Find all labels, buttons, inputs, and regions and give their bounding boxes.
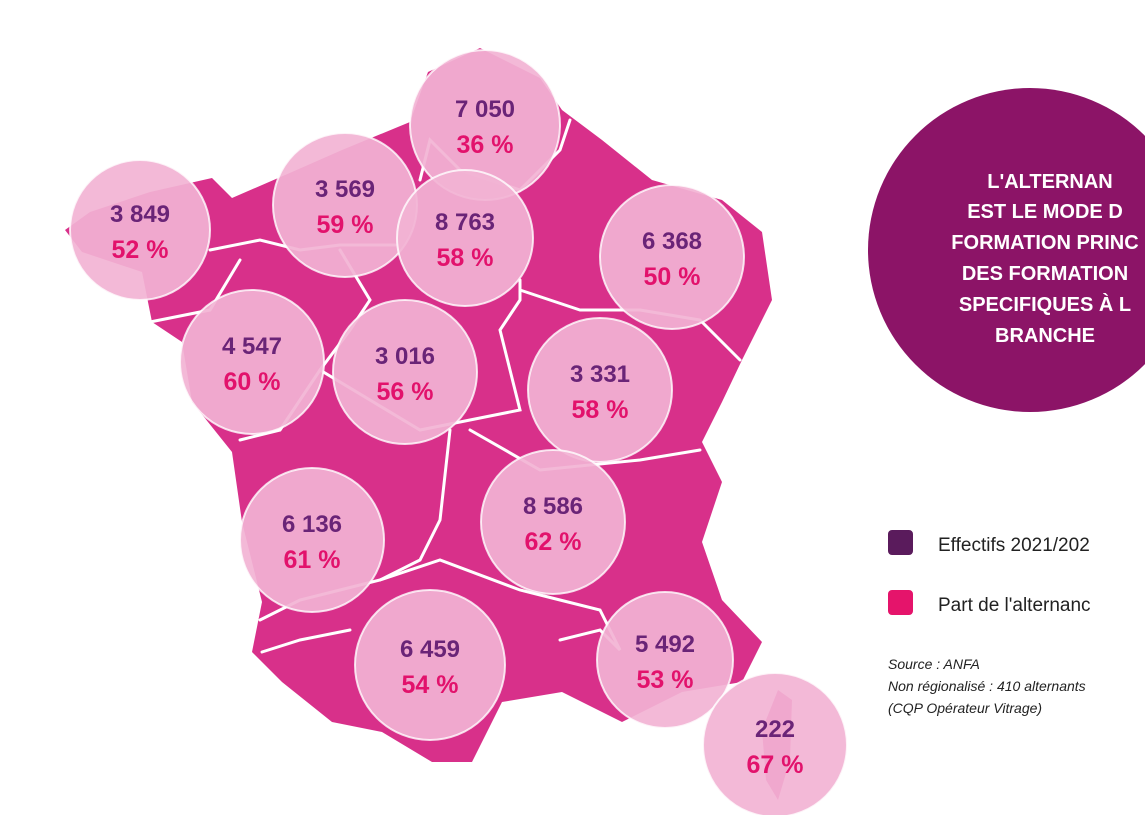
region-count: 3 569 [315,176,375,203]
region-bubble [272,132,418,278]
legend-swatch [888,590,913,615]
region-share: 60 % [224,368,281,396]
headline: L'ALTERNAN EST LE MODE D FORMATION PRINC DE… [951,171,1138,347]
region-share: 58 % [437,244,494,272]
headline-line: FORMATION PRINC [951,232,1138,254]
region-bubble [527,317,673,463]
region-count: 3 849 [110,201,170,228]
source-note: (CQP Opérateur Vitrage) [888,700,1042,716]
region-count: 7 050 [455,96,515,123]
region-bubbles: 3 849 52 % 3 569 59 % 7 050 36 % 8 763 58 % 6 36… [69,49,848,815]
region-share: 36 % [457,131,514,159]
region-share: 50 % [644,263,701,291]
region-share: 52 % [112,236,169,264]
source-note: Non régionalisé : 410 alternants [888,678,1086,694]
region-share: 58 % [572,396,629,424]
region-bubble [599,184,745,330]
region-count: 8 763 [435,209,495,236]
region-count: 3 016 [375,343,435,370]
region-count: 6 136 [282,511,342,538]
region-count: 6 368 [642,228,702,255]
source-note: Source : ANFA [888,656,980,672]
region-count: 5 492 [635,631,695,658]
region-count: 222 [755,716,795,743]
region-bubble [354,589,506,741]
region-share: 54 % [402,671,459,699]
region-share: 67 % [747,751,804,779]
headline-line: BRANCHE [995,325,1095,347]
region-share: 61 % [284,546,341,574]
region-share: 59 % [317,211,374,239]
legend-label: Effectifs 2021/202 [938,535,1090,556]
headline-disc [868,88,1145,412]
region-bubble [702,672,848,815]
headline-line: SPECIFIQUES À L [959,293,1131,316]
region-count: 4 547 [222,333,282,360]
region-share: 53 % [637,666,694,694]
region-bubble [332,299,478,445]
region-share: 62 % [525,528,582,556]
region-count: 6 459 [400,636,460,663]
region-bubble [396,169,534,307]
region-share: 56 % [377,378,434,406]
border [260,628,352,654]
region-count: 3 331 [570,361,630,388]
legend-swatch [888,530,913,555]
legend-label: Part de l'alternanc [938,595,1091,616]
headline-line: EST LE MODE D [967,201,1123,223]
region-bubble [239,467,385,613]
region-count: 8 586 [523,493,583,520]
region-bubble [69,159,211,301]
headline-line: L'ALTERNAN [987,171,1112,193]
region-bubble [596,591,734,729]
region-bubble [179,289,325,435]
region-bubble [480,449,626,595]
headline-line: DES FORMATION [962,263,1128,285]
